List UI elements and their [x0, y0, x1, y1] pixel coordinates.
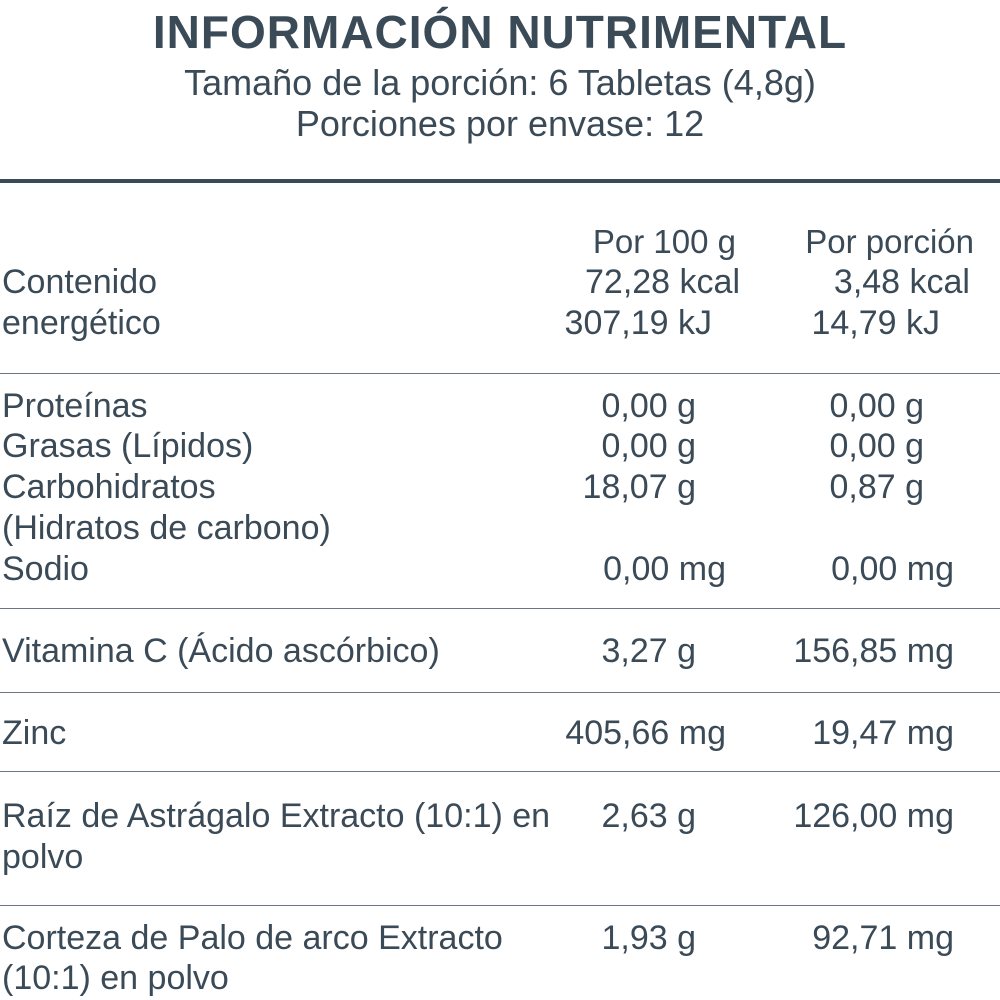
pau-darco-label-line2: (10:1) en polvo — [2, 959, 229, 997]
energy-per-100g-kj: 307,19 kJ — [564, 304, 712, 342]
macro-carbs-per-serving: 0,87 g — [829, 468, 924, 506]
macro-carbs-per-100g: 18,07 g — [582, 468, 696, 506]
divider-energy — [0, 373, 1000, 374]
pau-darco-per-serving: 92,71 mg — [812, 919, 954, 957]
energy-per-100g-kcal: 72,28 kcal — [585, 263, 740, 301]
divider-vitamin-c — [0, 692, 1000, 693]
column-header-per-serving: Por porción — [805, 223, 974, 260]
macro-fats-per-100g: 0,00 g — [601, 427, 696, 465]
macro-label-fats: Grasas (Lípidos) — [2, 427, 254, 465]
energy-per-serving-kj: 14,79 kJ — [811, 304, 940, 342]
macro-proteins-per-100g: 0,00 g — [601, 387, 696, 425]
column-header-per-100g: Por 100 g — [592, 223, 736, 260]
energy-per-serving-kcal: 3,48 kcal — [833, 263, 970, 301]
serving-size: Tamaño de la porción: 6 Tabletas (4,8g) — [184, 62, 816, 103]
vitamin-c-per-100g: 3,27 g — [601, 632, 696, 670]
vitamin-c-per-serving: 156,85 mg — [793, 632, 954, 670]
energy-label-line2: energético — [2, 304, 161, 342]
macro-sodium-per-100g: 0,00 mg — [603, 550, 726, 588]
zinc-per-serving: 19,47 mg — [812, 714, 954, 752]
divider-zinc — [0, 771, 1000, 772]
macro-label-proteins: Proteínas — [2, 387, 148, 425]
energy-label-line1: Contenido — [2, 263, 158, 301]
pau-darco-per-100g: 1,93 g — [601, 919, 696, 957]
panel-title: INFORMACIÓN NUTRIMENTAL — [152, 6, 848, 58]
divider-macros — [0, 608, 1000, 609]
zinc-label: Zinc — [2, 714, 67, 752]
macro-fats-per-serving: 0,00 g — [829, 427, 924, 465]
astragalus-per-serving: 126,00 mg — [793, 797, 954, 835]
astragalus-per-100g: 2,63 g — [601, 797, 696, 835]
astragalus-label-line2: polvo — [2, 838, 84, 876]
macro-label-sodium: Sodio — [2, 550, 89, 588]
astragalus-label-line1: Raíz de Astrágalo Extracto (10:1) en — [2, 797, 551, 835]
macro-label-carbs-alt: (Hidratos de carbono) — [2, 509, 331, 547]
macro-sodium-per-serving: 0,00 mg — [831, 550, 954, 588]
vitamin-c-label: Vitamina C (Ácido ascórbico) — [2, 632, 440, 670]
header-divider — [0, 179, 1000, 183]
macro-proteins-per-serving: 0,00 g — [829, 387, 924, 425]
macro-label-carbs: Carbohidratos — [2, 468, 216, 506]
pau-darco-label-line1: Corteza de Palo de arco Extracto — [2, 919, 503, 957]
divider-astragalus — [0, 905, 1000, 906]
servings-per-container: Porciones por envase: 12 — [295, 103, 705, 144]
zinc-per-100g: 405,66 mg — [565, 714, 726, 752]
